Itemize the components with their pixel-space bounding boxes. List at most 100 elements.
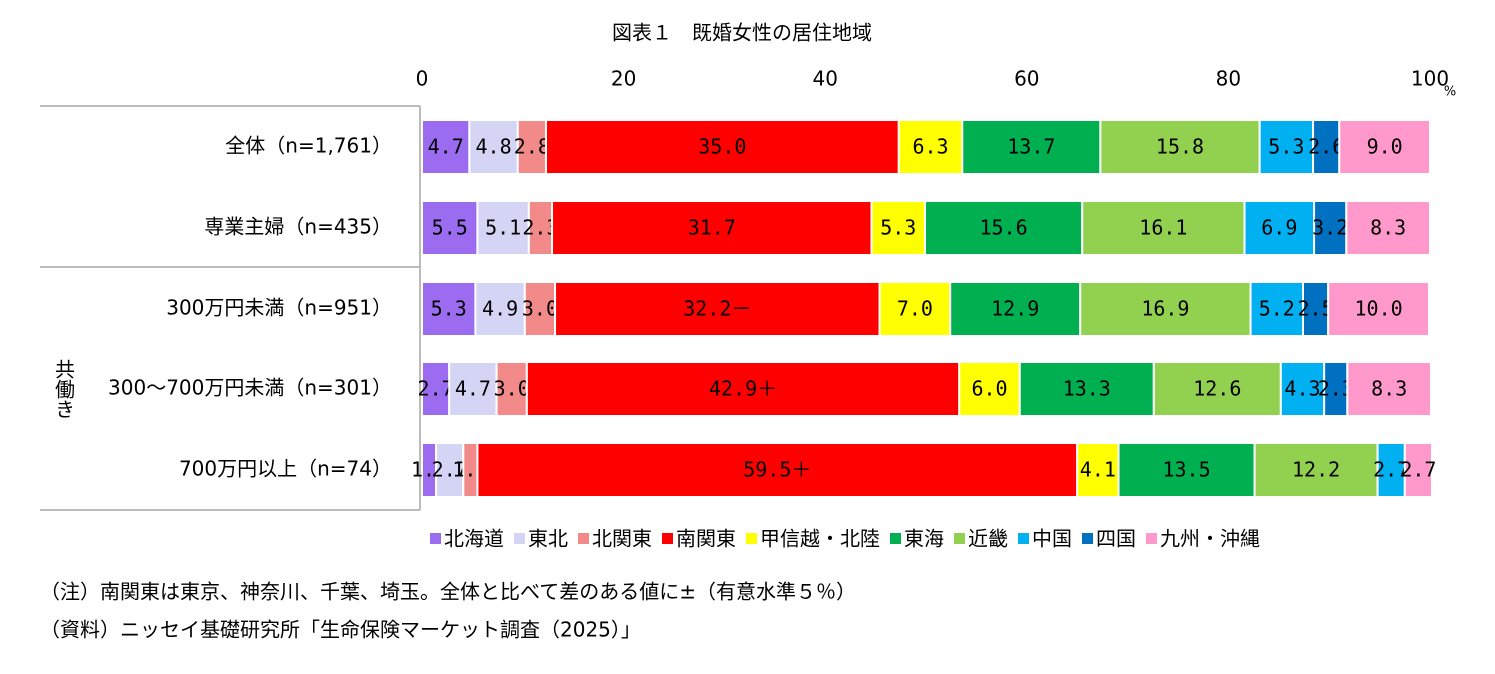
data-label: 16.9 — [1141, 297, 1189, 321]
bar-segment — [1327, 281, 1430, 337]
legend-swatch — [1146, 533, 1157, 544]
legend-label: 四国 — [1096, 527, 1136, 551]
bar-segment — [551, 200, 873, 256]
data-label: 13.7 — [1007, 135, 1055, 159]
bar-segment — [1313, 200, 1348, 256]
bar-segment — [421, 200, 479, 256]
legend-label: 東海 — [904, 527, 944, 551]
bar-segment — [1338, 119, 1432, 175]
data-label: 15.8 — [1156, 135, 1204, 159]
bar-segment — [474, 281, 526, 337]
data-label: 12.2 — [1292, 458, 1340, 482]
bar-segment — [1081, 200, 1246, 256]
x-tick-label: 60 — [1014, 67, 1039, 91]
data-label: 59.5＋ — [743, 458, 811, 482]
data-label: 12.6 — [1193, 377, 1241, 401]
bar-segment — [1279, 361, 1326, 417]
data-label: 3.0 — [494, 377, 530, 401]
group-label: 共働き — [52, 359, 76, 419]
bar-segment — [1376, 442, 1406, 498]
chart-title: 図表１ 既婚女性の居住地域 — [612, 21, 872, 45]
bar-segment — [448, 361, 498, 417]
data-label: 5.1 — [485, 216, 521, 240]
data-label: 6.3 — [912, 135, 948, 159]
data-label: 4.3 — [1284, 377, 1320, 401]
data-label: 6.9 — [1261, 216, 1297, 240]
legend-label: 東北 — [528, 527, 568, 551]
bar-segment — [1152, 361, 1282, 417]
legend-swatch — [746, 533, 757, 544]
data-label: 15.6 — [980, 216, 1028, 240]
data-label: 5.3 — [880, 216, 916, 240]
data-label: 10.0 — [1355, 297, 1403, 321]
data-label: 2.7 — [1373, 458, 1409, 482]
data-label: 5.3 — [1268, 135, 1304, 159]
category-label: 300～700万円未満（n=301） — [108, 376, 392, 400]
data-label: 8.3 — [1370, 216, 1406, 240]
category-label: 300万円未満（n=951） — [166, 296, 392, 320]
data-label: 2.7 — [432, 458, 468, 482]
data-label: 13.3 — [1063, 377, 1111, 401]
bar-segment — [476, 442, 1079, 498]
x-tick-label: 20 — [611, 67, 636, 91]
legend-swatch — [1082, 533, 1093, 544]
bar-segment — [897, 119, 964, 175]
bar-segment — [1079, 281, 1252, 337]
bar-segment — [1346, 361, 1433, 417]
bar-segment — [554, 281, 881, 337]
bar-segment — [1403, 442, 1434, 498]
bar-segment — [923, 200, 1084, 256]
bar-segment — [1249, 281, 1304, 337]
data-label: 4.7 — [428, 135, 464, 159]
note: （注）南関東は東京、神奈川、千葉、埼玉。全体と比べて差のある値に±（有意水準５％… — [40, 580, 856, 604]
bar-segment — [1345, 200, 1432, 256]
data-label: 42.9＋ — [709, 377, 777, 401]
x-unit: % — [1444, 85, 1456, 100]
data-label: 9.0 — [1367, 135, 1403, 159]
data-label: 3.2 — [1312, 216, 1348, 240]
bar-segment — [516, 119, 547, 175]
legend-swatch — [514, 533, 525, 544]
data-label: 5.5 — [432, 216, 468, 240]
bar-segment — [523, 281, 557, 337]
data-label: 31.7 — [688, 216, 736, 240]
legend-label: 中国 — [1032, 527, 1072, 551]
category-label: 全体（n=1,761） — [225, 134, 392, 158]
bar-segment — [1117, 442, 1256, 498]
legend-label: 北関東 — [592, 527, 652, 551]
legend-label: 甲信越・北陸 — [760, 527, 880, 551]
legend-swatch — [954, 533, 965, 544]
data-label: 4.1 — [1080, 458, 1116, 482]
data-label: 6.0 — [971, 377, 1007, 401]
data-label: 7.0 — [897, 297, 933, 321]
bar-segment — [525, 361, 961, 417]
legend-swatch — [890, 533, 901, 544]
data-label: 2.6 — [1308, 135, 1344, 159]
bar-segment — [421, 361, 451, 417]
x-tick-label: 80 — [1216, 67, 1241, 91]
legend-swatch — [1018, 533, 1029, 544]
data-label: 13.5 — [1162, 458, 1210, 482]
bar-segment — [1076, 442, 1120, 498]
legend-label: 九州・沖縄 — [1160, 527, 1260, 551]
legend-label: 北海道 — [444, 527, 504, 551]
bar-segment — [421, 119, 471, 175]
data-label: 4.8 — [476, 135, 512, 159]
legend-swatch — [662, 533, 673, 544]
data-label: 32.2－ — [683, 297, 751, 321]
data-label: 4.9 — [482, 297, 518, 321]
legend-label: 南関東 — [676, 527, 736, 551]
bar-segment — [468, 119, 519, 175]
data-label: 2.7 — [418, 377, 454, 401]
data-label: 2.7 — [1400, 458, 1436, 482]
category-label: 700万円以上（n=74） — [179, 457, 392, 481]
x-tick-label: 100 — [1411, 67, 1449, 91]
data-label: 3.0 — [522, 297, 558, 321]
data-label: 8.3 — [1371, 377, 1407, 401]
legend-swatch — [578, 533, 589, 544]
bar-segment — [544, 119, 900, 175]
bar-segment — [870, 200, 926, 256]
bar-segment — [421, 281, 477, 337]
x-tick-label: 0 — [416, 67, 429, 91]
